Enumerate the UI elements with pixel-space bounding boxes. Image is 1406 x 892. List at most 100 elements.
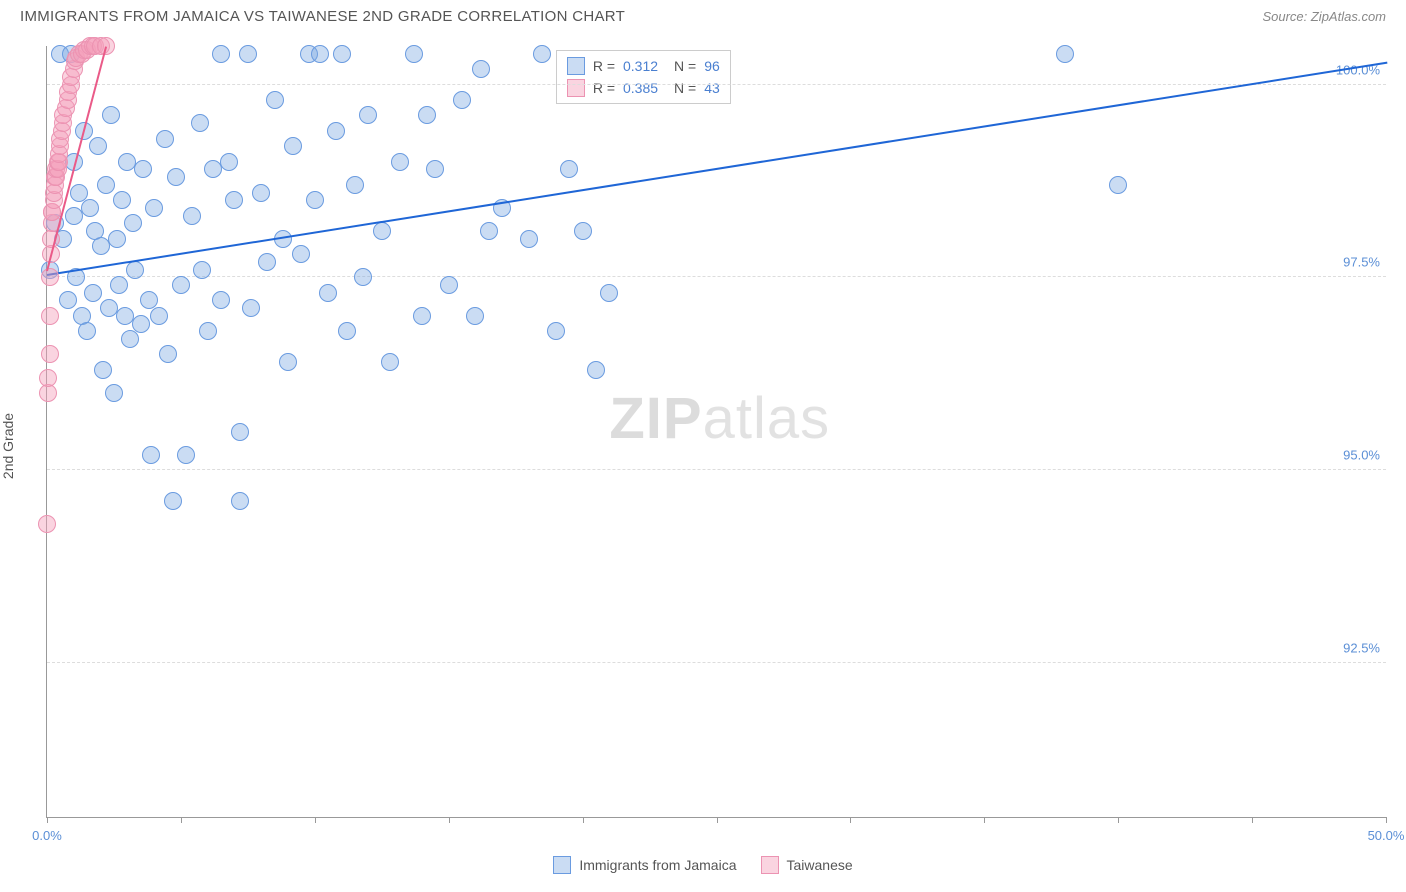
legend-swatch: [567, 79, 585, 97]
data-point: [193, 261, 211, 279]
r-label: R =: [593, 55, 615, 77]
data-point: [81, 199, 99, 217]
data-point: [453, 91, 471, 109]
data-point: [319, 284, 337, 302]
x-tick: [1252, 817, 1253, 823]
chart-source: Source: ZipAtlas.com: [1262, 9, 1386, 24]
data-point: [41, 345, 59, 363]
data-point: [600, 284, 618, 302]
data-point: [41, 268, 59, 286]
data-point: [191, 114, 209, 132]
data-point: [102, 106, 120, 124]
watermark: ZIPatlas: [609, 385, 830, 452]
y-axis-label: 2nd Grade: [0, 413, 16, 479]
chart-title: IMMIGRANTS FROM JAMAICA VS TAIWANESE 2ND…: [20, 8, 625, 25]
x-tick: [315, 817, 316, 823]
plot-region: ZIPatlas R = 0.312N = 96R = 0.385N = 43 …: [46, 46, 1386, 818]
data-point: [547, 322, 565, 340]
data-point: [159, 345, 177, 363]
x-tick: [47, 817, 48, 823]
gridline: [47, 469, 1386, 470]
data-point: [38, 515, 56, 533]
x-tick: [583, 817, 584, 823]
data-point: [212, 291, 230, 309]
data-point: [167, 168, 185, 186]
gridline: [47, 84, 1386, 85]
y-tick-label: 95.0%: [1343, 448, 1380, 463]
data-point: [480, 222, 498, 240]
data-point: [164, 492, 182, 510]
data-point: [231, 492, 249, 510]
data-point: [587, 361, 605, 379]
y-tick-label: 97.5%: [1343, 255, 1380, 270]
data-point: [354, 268, 372, 286]
data-point: [156, 130, 174, 148]
data-point: [225, 191, 243, 209]
legend-swatch: [761, 856, 779, 874]
data-point: [142, 446, 160, 464]
x-tick: [1386, 817, 1387, 823]
n-value: 43: [704, 77, 720, 99]
data-point: [39, 384, 57, 402]
data-point: [97, 37, 115, 55]
data-point: [418, 106, 436, 124]
n-label: N =: [674, 55, 696, 77]
r-value: 0.312: [623, 55, 658, 77]
data-point: [381, 353, 399, 371]
legend-label: Taiwanese: [787, 857, 853, 873]
data-point: [39, 369, 57, 387]
gridline: [47, 662, 1386, 663]
data-point: [373, 222, 391, 240]
data-point: [41, 307, 59, 325]
r-label: R =: [593, 77, 615, 99]
legend-swatch: [567, 57, 585, 75]
data-point: [199, 322, 217, 340]
x-tick: [181, 817, 182, 823]
data-point: [252, 184, 270, 202]
data-point: [89, 137, 107, 155]
x-tick: [850, 817, 851, 823]
gridline: [47, 276, 1386, 277]
data-point: [97, 176, 115, 194]
data-point: [327, 122, 345, 140]
data-point: [266, 91, 284, 109]
x-tick-label: 50.0%: [1368, 828, 1405, 843]
data-point: [183, 207, 201, 225]
data-point: [84, 284, 102, 302]
chart-area: ZIPatlas R = 0.312N = 96R = 0.385N = 43 …: [46, 46, 1386, 818]
data-point: [426, 160, 444, 178]
legend-item: Taiwanese: [761, 856, 853, 874]
legend-label: Immigrants from Jamaica: [579, 857, 736, 873]
n-label: N =: [674, 77, 696, 99]
legend-bottom: Immigrants from Jamaica Taiwanese: [0, 856, 1406, 874]
data-point: [108, 230, 126, 248]
data-point: [105, 384, 123, 402]
data-point: [177, 446, 195, 464]
data-point: [333, 45, 351, 63]
data-point: [466, 307, 484, 325]
data-point: [533, 45, 551, 63]
data-point: [94, 361, 112, 379]
legend-item: Immigrants from Jamaica: [553, 856, 736, 874]
data-point: [220, 153, 238, 171]
data-point: [440, 276, 458, 294]
y-tick-label: 92.5%: [1343, 640, 1380, 655]
data-point: [284, 137, 302, 155]
data-point: [231, 423, 249, 441]
legend-correlation-row: R = 0.385 N = 43: [567, 77, 720, 99]
x-tick: [984, 817, 985, 823]
data-point: [126, 261, 144, 279]
data-point: [124, 214, 142, 232]
data-point: [239, 45, 257, 63]
data-point: [520, 230, 538, 248]
x-tick: [449, 817, 450, 823]
data-point: [413, 307, 431, 325]
x-tick: [717, 817, 718, 823]
data-point: [306, 191, 324, 209]
data-point: [574, 222, 592, 240]
data-point: [1056, 45, 1074, 63]
data-point: [242, 299, 260, 317]
data-point: [150, 307, 168, 325]
r-value: 0.385: [623, 77, 658, 99]
data-point: [110, 276, 128, 294]
